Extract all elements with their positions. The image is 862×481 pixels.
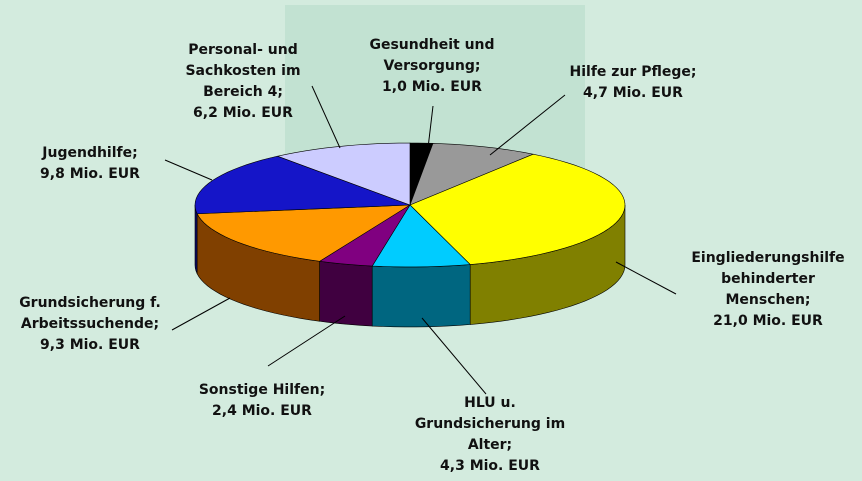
category-label: Jugendhilfe; <box>42 145 138 161</box>
watermark <box>285 5 585 170</box>
value-label: 2,4 Mio. EUR <box>212 403 312 419</box>
value-label: 9,3 Mio. EUR <box>40 337 140 353</box>
category-label: Personal- und Sachkosten im Bereich 4; <box>185 42 301 100</box>
leader-line <box>171 297 231 331</box>
pie-slice <box>371 204 471 268</box>
leader-line <box>311 85 341 149</box>
leader-line <box>489 94 566 156</box>
category-label: Eingliederungshilfe behinderter Menschen… <box>691 250 845 308</box>
value-label: 1,0 Mio. EUR <box>382 79 482 95</box>
pie-slice <box>194 155 411 215</box>
pie-slice <box>409 143 535 206</box>
data-label: Sonstige Hilfen; 2,4 Mio. EUR <box>182 380 342 422</box>
pie-slice <box>196 204 412 262</box>
category-label: HLU u. Grundsicherung im Alter; <box>414 395 566 453</box>
pie-side <box>371 264 471 328</box>
data-label: Gesundheit und Versorgung; 1,0 Mio. EUR <box>357 35 507 98</box>
pie-slice <box>318 204 411 267</box>
category-label: Gesundheit und Versorgung; <box>369 37 495 74</box>
data-label: Eingliederungshilfe behinderter Menschen… <box>688 248 848 332</box>
value-label: 9,8 Mio. EUR <box>40 166 140 182</box>
leader-line <box>421 317 487 395</box>
pie-slice <box>409 153 626 265</box>
value-label: 4,7 Mio. EUR <box>583 85 683 101</box>
leader-line <box>164 159 213 181</box>
leader-line <box>267 315 346 367</box>
pie <box>194 142 626 328</box>
leader-lines <box>164 85 677 395</box>
data-label: Jugendhilfe; 9,8 Mio. EUR <box>15 143 165 185</box>
pie-side <box>194 204 198 274</box>
data-label: Hilfe zur Pflege; 4,7 Mio. EUR <box>558 62 708 104</box>
leader-line <box>427 105 434 149</box>
category-label: Hilfe zur Pflege; <box>569 64 697 80</box>
pie-slice <box>276 142 411 206</box>
data-label: HLU u. Grundsicherung im Alter; 4,3 Mio. … <box>410 393 570 477</box>
pie-side <box>319 260 373 327</box>
data-label: Personal- und Sachkosten im Bereich 4; 6,… <box>176 40 311 124</box>
category-label: Grundsicherung f. Arbeitssuchende; <box>19 295 161 332</box>
category-label: Sonstige Hilfen; <box>198 382 326 398</box>
value-label: 21,0 Mio. EUR <box>713 313 823 329</box>
value-label: 6,2 Mio. EUR <box>193 105 293 121</box>
leader-line <box>615 261 677 295</box>
data-label: Grundsicherung f. Arbeitssuchende; 9,3 Mi… <box>5 293 175 356</box>
value-label: 4,3 Mio. EUR <box>440 458 540 474</box>
